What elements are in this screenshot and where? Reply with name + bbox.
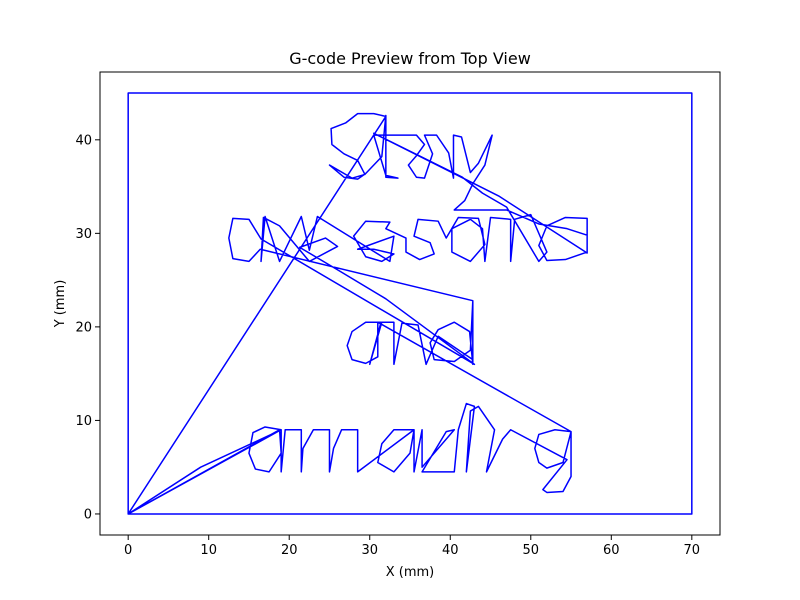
y-tick-label: 40 bbox=[75, 133, 92, 148]
y-tick-label: 0 bbox=[84, 507, 92, 522]
x-tick-label: 20 bbox=[281, 543, 298, 558]
y-tick-label: 30 bbox=[75, 227, 92, 242]
toolpath-line-0 bbox=[127, 92, 693, 515]
x-tick-label: 50 bbox=[523, 543, 540, 558]
x-tick-label: 40 bbox=[442, 543, 459, 558]
y-axis: 0 10 20 30 40 bbox=[75, 133, 100, 522]
y-axis-label: Y (mm) bbox=[53, 280, 68, 329]
chart-title: G-code Preview from Top View bbox=[289, 49, 531, 68]
x-axis: 0 10 20 30 40 50 60 70 bbox=[124, 535, 700, 558]
x-axis-label: X (mm) bbox=[386, 565, 435, 580]
y-tick-label: 10 bbox=[75, 414, 92, 429]
axes-frame bbox=[99, 71, 721, 536]
y-tick-label: 20 bbox=[75, 320, 92, 335]
x-tick-label: 10 bbox=[200, 543, 217, 558]
x-tick-label: 30 bbox=[361, 543, 378, 558]
plot-area bbox=[127, 92, 693, 515]
x-tick-label: 70 bbox=[684, 543, 701, 558]
x-tick-label: 60 bbox=[603, 543, 620, 558]
x-tick-label: 0 bbox=[124, 543, 132, 558]
